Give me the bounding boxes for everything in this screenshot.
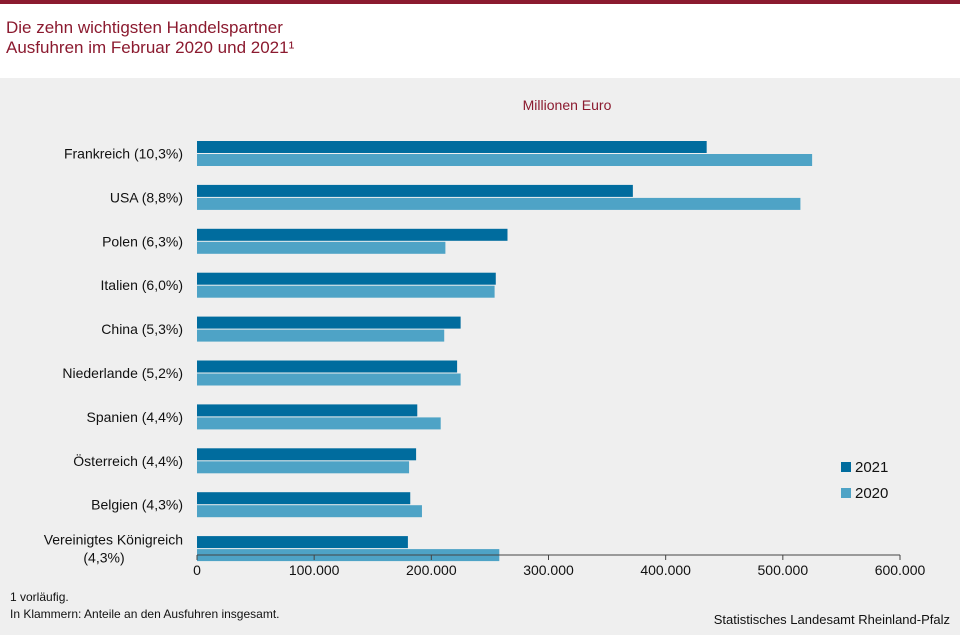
category-label-8: Belgien (4,3%) [91, 497, 183, 513]
category-label-0: Frankreich (10,3%) [64, 146, 183, 162]
bar-2021-9 [197, 536, 408, 549]
bar-2020-8 [197, 505, 422, 518]
x-tick-label-5: 500.000 [758, 562, 809, 578]
bar-2021-5 [197, 360, 458, 373]
bar-2021-4 [197, 316, 461, 329]
legend-swatch-2020 [841, 488, 851, 498]
bar-2020-4 [197, 329, 445, 342]
footnote-shares: In Klammern: Anteile an den Ausfuhren in… [10, 607, 280, 621]
top-accent-bar [0, 0, 960, 4]
bar-2021-3 [197, 272, 496, 285]
category-label-9-line0: Vereinigtes Königreich [44, 532, 183, 548]
chart-title-line2: Ausfuhren im Februar 2020 und 2021¹ [6, 38, 295, 57]
chart-title: Die zehn wichtigsten Handelspartner Ausf… [6, 18, 294, 58]
category-label-7: Österreich (4,4%) [73, 452, 183, 469]
bar-2021-1 [197, 184, 633, 197]
legend-label-2020: 2020 [855, 485, 888, 502]
category-label-9-line1: (4,3%) [83, 550, 124, 566]
chart-header: Die zehn wichtigsten Handelspartner Ausf… [0, 4, 960, 72]
x-tick-label-4: 400.000 [640, 562, 691, 578]
x-tick-label-3: 300.000 [523, 562, 574, 578]
bar-2020-5 [197, 373, 461, 386]
bar-chart: Millionen Euro Frankreich (10,3%) USA (8,8… [44, 97, 926, 578]
bar-2020-1 [197, 197, 801, 210]
category-label-3: Italien (6,0%) [101, 277, 183, 293]
bar-2020-6 [197, 417, 441, 430]
category-label-6: Spanien (4,4%) [86, 409, 183, 425]
category-label-1: USA (8,8%) [110, 189, 183, 205]
bar-2021-2 [197, 228, 508, 241]
legend-label-2021: 2021 [855, 459, 888, 476]
bar-2020-7 [197, 461, 410, 474]
x-tick-label-1: 100.000 [289, 562, 340, 578]
header-divider [0, 72, 960, 78]
bar-2021-8 [197, 492, 411, 505]
category-label-2: Polen (6,3%) [102, 233, 183, 249]
category-label-5: Niederlande (5,2%) [62, 365, 183, 381]
bar-2020-2 [197, 241, 446, 254]
chart-title-line1: Die zehn wichtigsten Handelspartner [6, 18, 283, 37]
x-tick-label-6: 600.000 [875, 562, 926, 578]
category-label-4: China (5,3%) [101, 321, 183, 337]
x-tick-label-0: 0 [193, 562, 201, 578]
bar-2020-0 [197, 154, 813, 166]
chart-area: Millionen Euro Frankreich (10,3%) USA (8,8… [0, 78, 960, 630]
bar-2020-3 [197, 285, 495, 298]
bar-2021-6 [197, 404, 418, 417]
legend-swatch-2021 [841, 462, 851, 472]
source-credit: Statistisches Landesamt Rheinland-Pfalz [713, 612, 950, 627]
footnote-preliminary: 1 vorläufig. [10, 590, 69, 604]
unit-label: Millionen Euro [523, 97, 612, 113]
bar-2021-7 [197, 448, 417, 461]
bar-2021-0 [197, 141, 707, 153]
x-tick-label-2: 200.000 [406, 562, 457, 578]
